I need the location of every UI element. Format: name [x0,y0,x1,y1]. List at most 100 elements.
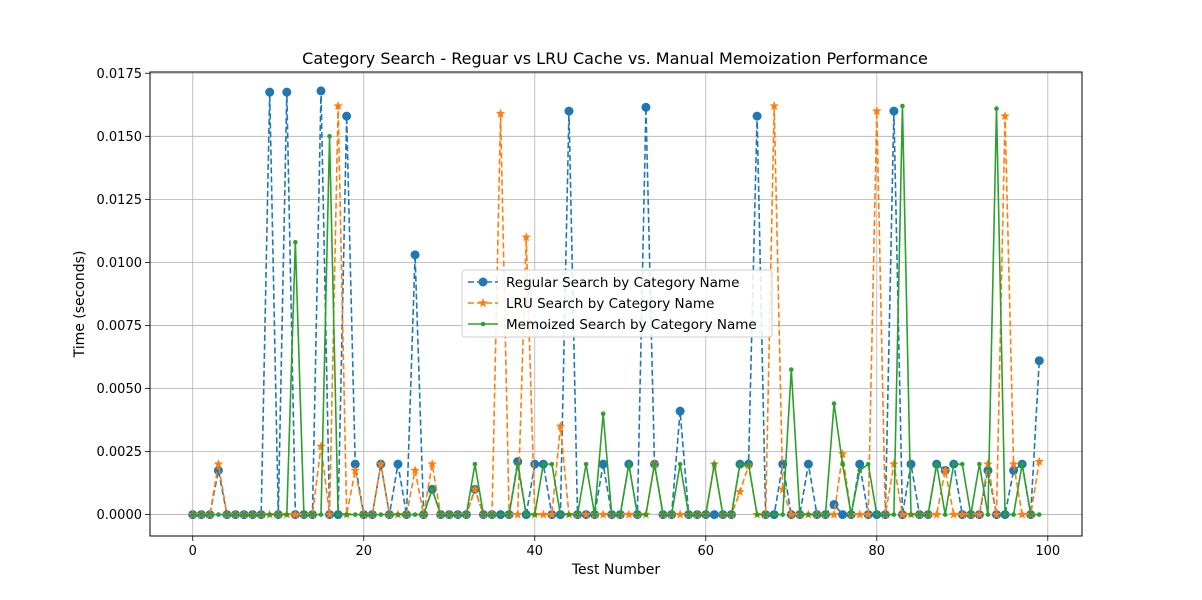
data-point [985,512,991,517]
data-point [566,512,572,517]
data-point [318,512,324,517]
data-point [777,484,788,494]
data-point [786,509,797,519]
data-point [352,512,358,517]
data-point [883,512,888,517]
data-point [660,512,666,517]
data-point [951,461,957,467]
y-tick-label: 0.0000 [97,508,143,523]
data-point [316,441,326,451]
data-point [421,512,426,517]
data-point [316,86,326,96]
data-point [324,509,335,519]
data-point [635,512,640,517]
data-point [994,106,999,111]
data-point [361,512,367,517]
data-point [427,459,437,469]
data-point [797,512,803,517]
data-point [224,512,230,517]
data-point [675,406,685,416]
data-point [512,509,523,519]
data-point [1019,461,1025,467]
data-point [831,401,837,406]
data-point [199,512,204,517]
data-point [848,512,854,517]
data-point [464,512,469,517]
legend-label: LRU Search by Category Name [506,296,714,312]
data-point [900,103,905,109]
data-point [1000,111,1010,121]
x-tick-label: 40 [526,544,543,559]
data-point [378,512,384,517]
data-point [729,512,734,517]
data-point [940,465,950,475]
data-point [863,509,873,519]
x-tick-label: 20 [355,544,372,559]
data-point [624,509,634,519]
data-point [889,106,899,116]
series-3 [190,103,1042,517]
legend-swatch-marker [478,298,488,308]
data-point [335,512,341,517]
data-point [592,512,597,517]
data-point [429,487,435,492]
data-point [889,459,899,469]
data-point [983,459,993,469]
data-point [310,512,315,517]
legend-item: Regular Search by Category Name [468,275,739,291]
data-point [1034,356,1044,366]
data-point [216,512,221,517]
data-point [865,461,871,467]
data-point [267,512,273,517]
data-point [301,512,307,517]
data-point [626,461,632,467]
x-axis-label: Test Number [571,562,661,578]
data-point [470,484,480,494]
data-point [549,461,555,467]
data-point [282,87,292,97]
data-point [506,512,512,517]
data-point [523,512,529,517]
y-tick-label: 0.0025 [97,445,143,460]
data-point [265,87,275,97]
data-point [1002,512,1008,517]
data-point [974,509,985,519]
data-point [703,512,709,517]
legend: Regular Search by Category Name LRU Searc… [461,269,773,338]
data-point [241,512,247,517]
series-layer [188,86,1044,520]
data-point [1008,459,1019,469]
data-point [829,499,839,509]
series-line [192,105,1040,516]
data-point [290,509,301,519]
data-point [410,250,420,260]
legend-swatch-marker [478,277,488,287]
data-point [712,461,717,467]
data-point [213,459,224,469]
data-point [829,509,839,519]
data-point [857,468,862,473]
data-point [720,512,726,517]
data-point [598,509,608,519]
data-point [547,509,557,519]
series-line [192,105,1041,516]
data-point [327,134,332,139]
y-tick-label: 0.0125 [97,193,143,208]
data-point [521,232,531,242]
data-point [455,512,461,517]
legend-item: Memoized Search by Category Name [468,317,757,333]
legend-box [461,269,773,338]
data-point [675,509,685,519]
data-point [959,461,965,467]
data-point [410,465,420,475]
data-point [934,461,939,467]
x-tick-label: 80 [869,544,886,559]
data-point [333,101,343,111]
data-point [917,512,922,517]
data-point [481,512,486,517]
data-point [709,510,719,520]
y-tick-label: 0.0150 [97,130,143,145]
data-point [600,411,606,416]
data-point [581,509,591,519]
